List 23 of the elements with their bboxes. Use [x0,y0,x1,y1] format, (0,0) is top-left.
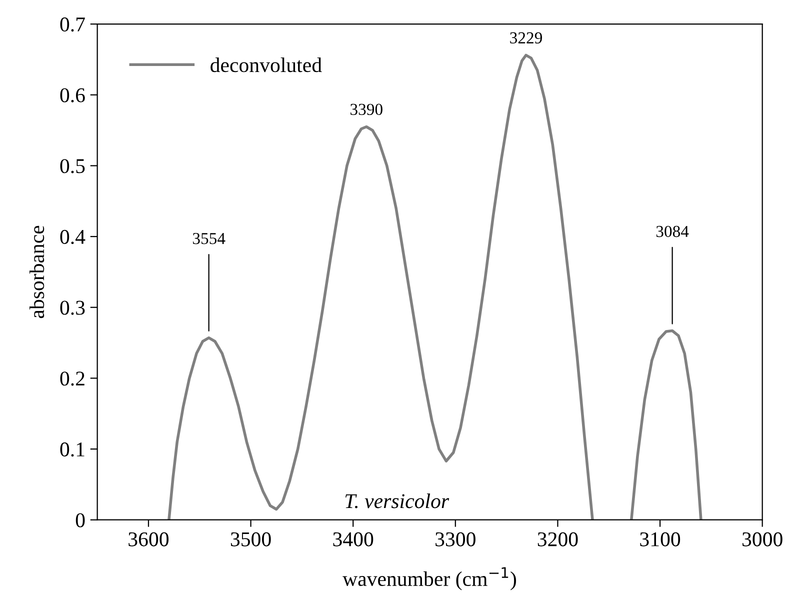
x-tick-label: 3100 [640,532,680,546]
y-tick-label: 0 [76,513,85,528]
y-tick-label: 0.7 [60,17,85,32]
x-tick-label: 3500 [230,532,271,546]
x-tick-label: 3300 [436,532,476,546]
annotation: T. versicolor [345,494,450,508]
x-tick-label: 3000 [742,532,782,546]
y-tick-label: 0.5 [60,159,85,174]
annotation: 3084 [656,226,689,238]
annotation: 3554 [192,232,226,244]
y-axis-title: absorbance [29,226,44,318]
y-tick-label: 0.1 [60,442,84,457]
y-tick-label: 0.6 [60,88,85,102]
y-tick-label: 0.3 [60,300,85,315]
x-tick-label: 3600 [128,532,169,546]
x-tick-label: 3200 [538,532,578,546]
annotation: 3390 [350,104,382,116]
y-tick-label: 0.4 [60,230,86,244]
x-tick-label: 3400 [333,532,374,546]
y-tick-label: 0.2 [60,372,84,386]
x-axis-title: wavenumber (cm$^{−1}$) [342,567,516,590]
legend-label: deconvoluted [210,58,322,72]
annotation: 3229 [510,32,542,44]
